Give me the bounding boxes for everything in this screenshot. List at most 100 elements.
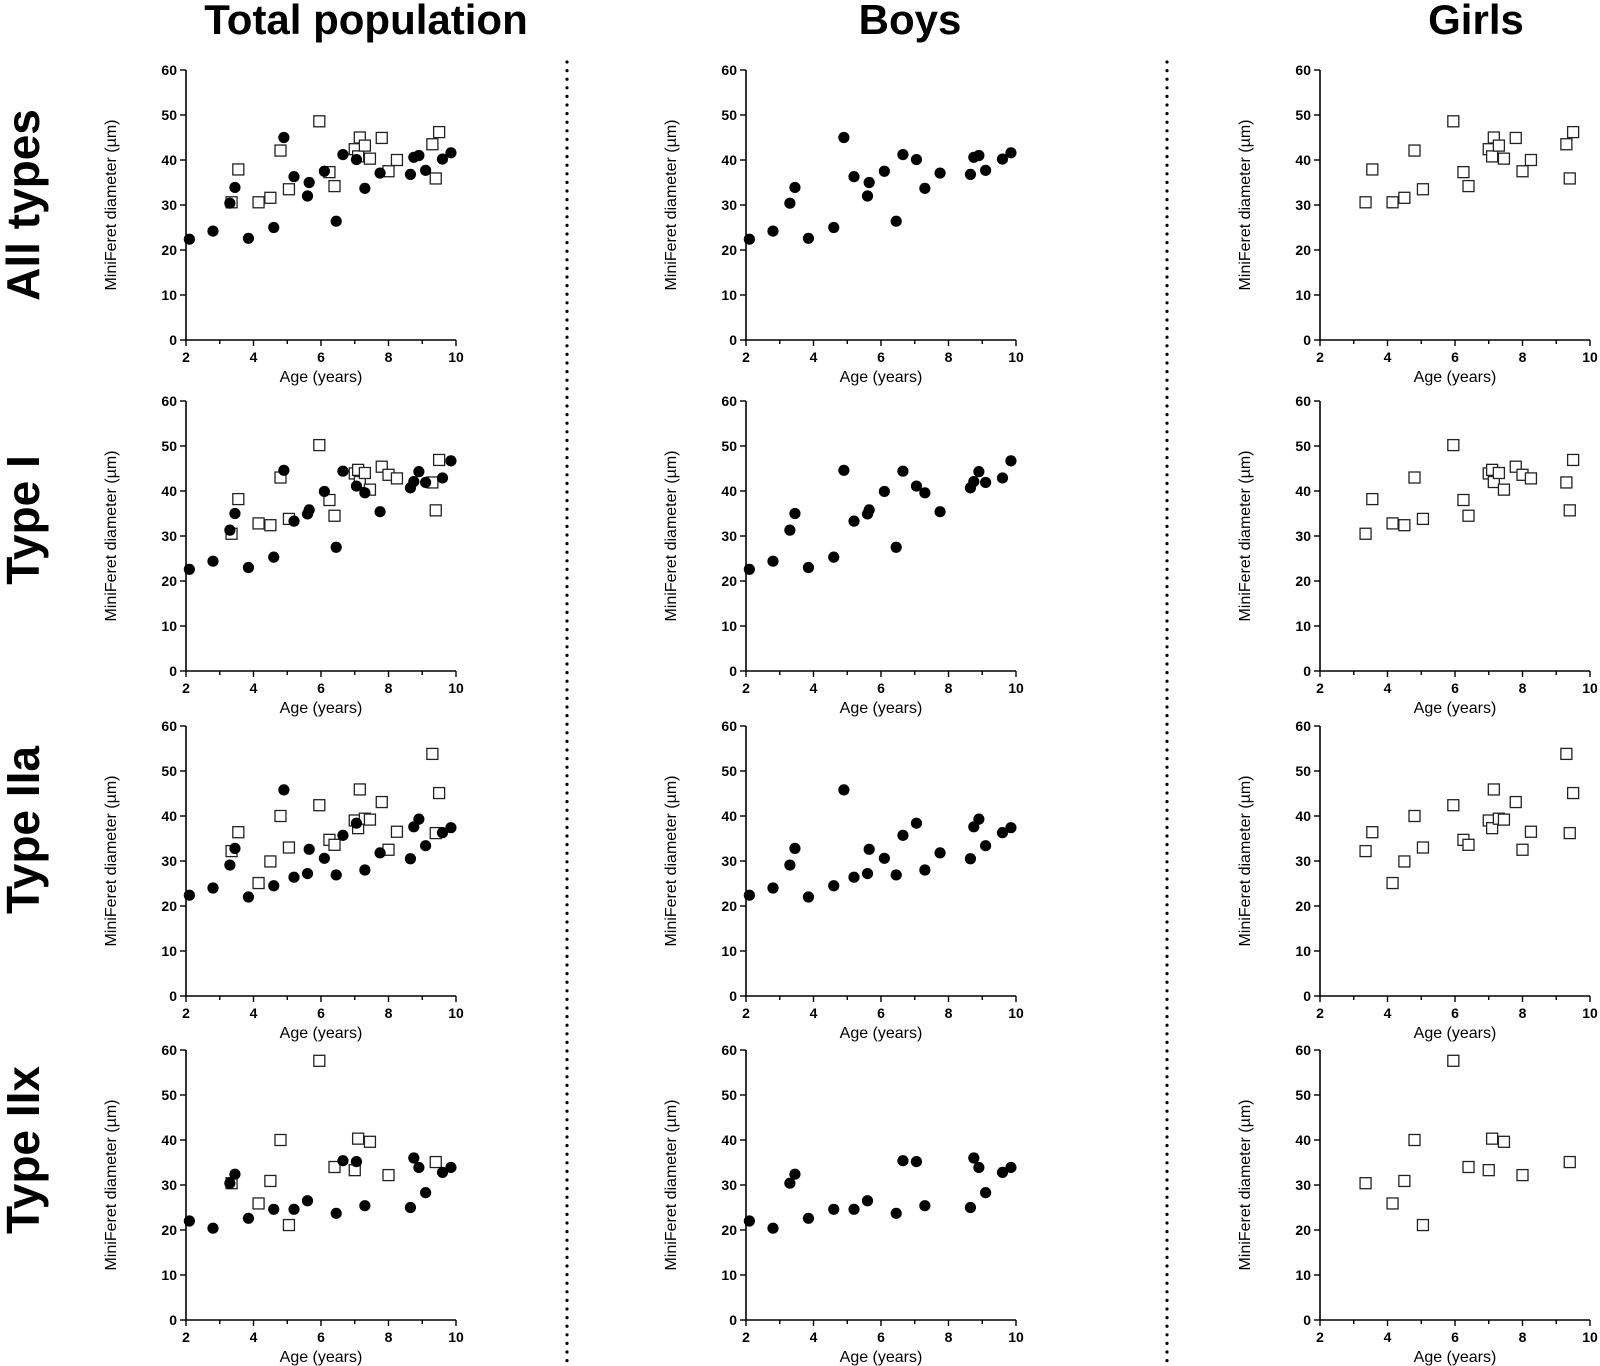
y-tick-label: 60 xyxy=(1295,393,1311,409)
data-point-boy xyxy=(784,524,796,536)
data-point-boy xyxy=(743,1215,755,1227)
x-tick-label: 2 xyxy=(742,680,750,696)
data-point-boy xyxy=(301,190,314,202)
data-point-girl xyxy=(390,153,404,167)
row-title-type-iia: Type IIa xyxy=(0,746,49,914)
data-point-girl xyxy=(1386,517,1399,530)
y-tick-label: 20 xyxy=(721,1222,737,1238)
data-point-girl xyxy=(1447,799,1460,812)
y-tick-label: 40 xyxy=(1295,483,1311,499)
data-point-boy xyxy=(436,153,449,165)
data-point-girl xyxy=(1416,841,1430,854)
data-point-girl xyxy=(1366,492,1379,506)
data-point-boy xyxy=(848,871,860,883)
x-tick-label: 4 xyxy=(250,680,258,696)
y-tick-label: 0 xyxy=(169,663,177,679)
data-point-boy xyxy=(890,869,902,881)
y-tick-label: 10 xyxy=(721,618,737,634)
y-tick-label: 50 xyxy=(721,763,737,779)
y-tick-label: 50 xyxy=(1295,438,1311,454)
data-point-boy xyxy=(897,465,909,477)
data-point-boy xyxy=(183,889,195,901)
data-point-boy xyxy=(1005,147,1017,159)
panel-all-types-boys: 0 10 20 30 40 50 60 2 4 6 8 10 Age (years) MiniFeret … xyxy=(663,62,1024,386)
y-tick-label: 20 xyxy=(161,1222,177,1238)
data-point-girl xyxy=(1482,1164,1495,1177)
data-point-girl xyxy=(1509,460,1522,473)
data-point-boy xyxy=(337,829,349,841)
data-point-boy xyxy=(413,813,425,825)
data-point-boy xyxy=(980,1187,992,1199)
data-point-girl xyxy=(1398,855,1411,868)
y-tick-label: 0 xyxy=(169,1312,177,1328)
x-tick-label: 6 xyxy=(877,680,885,696)
x-tick-label: 10 xyxy=(1582,1329,1598,1345)
data-point-boy xyxy=(242,891,255,903)
data-point-boy xyxy=(784,859,796,871)
data-point-girl xyxy=(323,493,336,507)
x-tick-label: 8 xyxy=(945,1005,953,1021)
data-point-girl xyxy=(353,783,366,796)
x-tick-label: 10 xyxy=(1008,680,1024,696)
data-point-girl xyxy=(1509,131,1522,145)
data-point-girl xyxy=(1566,125,1580,139)
data-point-girl xyxy=(1386,1197,1399,1210)
data-point-boy xyxy=(242,561,255,574)
y-tick-label: 30 xyxy=(1295,197,1311,213)
data-point-girl xyxy=(1447,115,1460,128)
data-point-girl xyxy=(1560,138,1573,151)
data-point-boy xyxy=(374,847,386,859)
data-point-girl xyxy=(1398,191,1411,204)
data-point-boy xyxy=(413,149,425,162)
data-point-boy xyxy=(408,475,420,488)
data-point-girl xyxy=(1509,795,1522,809)
data-point-boy xyxy=(919,864,931,876)
x-tick-label: 8 xyxy=(1519,680,1527,696)
data-point-boy xyxy=(268,221,280,234)
data-point-girl xyxy=(1524,153,1538,167)
y-axis-label: MiniFeret diameter (µm) xyxy=(663,450,680,621)
data-point-girl xyxy=(429,172,442,185)
x-tick-label: 4 xyxy=(250,1329,258,1345)
data-point-girl xyxy=(252,196,265,209)
y-tick-label: 10 xyxy=(1295,618,1311,634)
y-tick-label: 40 xyxy=(1295,808,1311,824)
data-point-boy xyxy=(767,882,779,894)
data-point-girl xyxy=(390,472,404,485)
x-tick-label: 2 xyxy=(742,1005,750,1021)
y-tick-label: 50 xyxy=(1295,107,1311,123)
data-point-boy xyxy=(890,215,902,227)
x-tick-label: 10 xyxy=(1008,1329,1024,1345)
x-tick-label: 6 xyxy=(1451,1329,1459,1345)
data-point-boy xyxy=(910,153,923,166)
y-tick-label: 20 xyxy=(1295,1222,1311,1238)
data-point-boy xyxy=(743,889,755,901)
data-point-girl xyxy=(1524,825,1538,838)
data-point-girl xyxy=(1492,139,1506,152)
data-point-girl xyxy=(358,466,372,480)
panel-type-iia-boys: 0 10 20 30 40 50 60 2 4 6 8 10 Age (years) MiniFeret … xyxy=(663,718,1024,1042)
y-tick-label: 0 xyxy=(169,332,177,348)
data-point-boy xyxy=(1005,822,1017,834)
data-point-boy xyxy=(330,541,342,553)
column-title-total: Total population xyxy=(204,0,528,43)
data-point-boy xyxy=(229,842,241,855)
x-tick-label: 10 xyxy=(448,680,464,696)
x-tick-label: 8 xyxy=(1519,1329,1527,1345)
data-point-boy xyxy=(288,871,300,883)
y-tick-label: 60 xyxy=(721,62,737,78)
data-point-girl xyxy=(375,460,388,473)
data-point-girl xyxy=(1566,453,1580,467)
x-axis-label: Age (years) xyxy=(280,1349,363,1366)
y-axis-label: MiniFeret diameter (µm) xyxy=(103,119,120,290)
y-axis-label: MiniFeret diameter (µm) xyxy=(1237,775,1254,946)
data-point-boy xyxy=(404,853,417,865)
data-point-boy xyxy=(910,1156,923,1168)
data-point-girl xyxy=(1408,471,1421,484)
x-axis-label: Age (years) xyxy=(840,700,923,717)
y-tick-label: 60 xyxy=(161,1042,177,1058)
data-point-boy xyxy=(897,1155,909,1167)
x-tick-label: 2 xyxy=(182,680,190,696)
x-tick-label: 4 xyxy=(1384,680,1392,696)
